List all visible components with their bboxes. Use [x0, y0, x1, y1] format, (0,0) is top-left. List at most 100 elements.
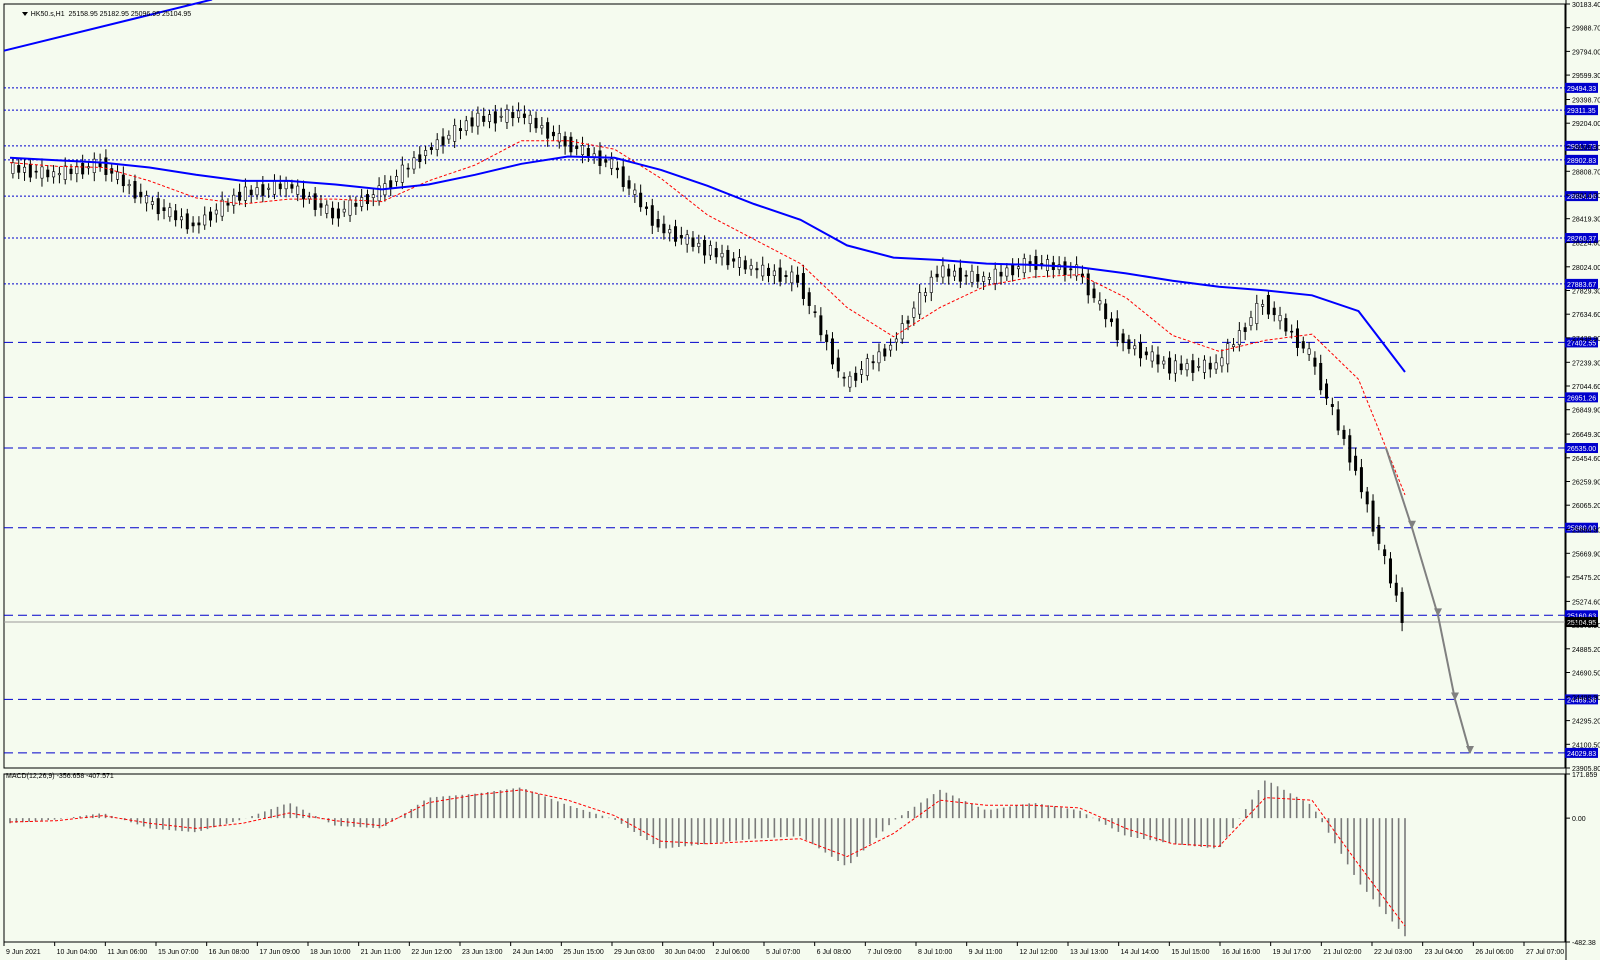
price-tick-label: 24489.90 — [1572, 695, 1600, 702]
candle-body — [1388, 558, 1392, 584]
candle-body — [1075, 264, 1079, 277]
projection-arrow[interactable] — [1454, 699, 1471, 754]
candle-body — [732, 258, 736, 262]
candle-body — [435, 139, 439, 150]
candle-body — [1144, 351, 1148, 356]
candle-body — [278, 183, 282, 190]
price-tick-label: 25274.60 — [1572, 599, 1600, 606]
time-tick-label: 10 Jun 04:00 — [57, 949, 98, 956]
candle-body — [883, 348, 887, 357]
candle-body — [615, 167, 619, 171]
candle-body — [1214, 362, 1218, 370]
price-tick-label: 30183.40 — [1572, 2, 1600, 9]
time-tick-label: 16 Jun 08:00 — [209, 949, 250, 956]
price-tick-label: 27634.60 — [1572, 312, 1600, 319]
time-tick-label: 23 Jul 04:00 — [1425, 949, 1463, 956]
candle-body — [488, 114, 492, 122]
candle-body — [389, 180, 393, 188]
candle-body — [860, 369, 864, 375]
time-tick-label: 12 Jul 12:00 — [1019, 949, 1057, 956]
level-price-tag — [1565, 747, 1598, 758]
candle-body — [325, 204, 329, 214]
candle-body — [290, 184, 294, 189]
candle-body — [28, 163, 32, 178]
candle-body — [982, 276, 986, 282]
time-tick-label: 16 Jul 16:00 — [1222, 949, 1260, 956]
dropdown-icon[interactable] — [21, 12, 28, 17]
candle-body — [156, 198, 160, 215]
candle-body — [63, 165, 67, 180]
candle-body — [865, 358, 869, 376]
candle-body — [586, 148, 590, 158]
candle-body — [714, 248, 718, 258]
candle-body — [1092, 288, 1096, 299]
price-tick-label: 28024.00 — [1572, 265, 1600, 272]
candle-body — [534, 117, 538, 129]
candle-body — [993, 268, 997, 284]
price-tick-label: 26259.90 — [1572, 480, 1600, 487]
candle-body — [889, 344, 893, 351]
candle-body — [1069, 268, 1073, 271]
macd-tick-label: 0.00 — [1572, 816, 1586, 823]
time-tick-label: 8 Jul 10:00 — [918, 949, 952, 956]
candle-body — [226, 202, 230, 206]
price-tick-label: 27829.30 — [1572, 289, 1600, 296]
candle-body — [540, 125, 544, 129]
trend-line[interactable] — [3, 0, 213, 52]
candle-body — [1330, 404, 1334, 407]
candle-body — [720, 252, 724, 258]
candle-body — [1336, 409, 1340, 431]
projection-arrow[interactable] — [1437, 615, 1456, 700]
main-plot-frame — [3, 3, 1566, 769]
candle-body — [796, 274, 800, 283]
time-tick-label: 15 Jun 07:00 — [158, 949, 199, 956]
candle-body — [1156, 354, 1160, 365]
current-price-tag — [1565, 617, 1598, 628]
candle-body — [1383, 549, 1387, 557]
candle-body — [110, 168, 114, 174]
projection-arrow[interactable] — [1385, 447, 1413, 529]
projection-arrow[interactable] — [1411, 527, 1439, 616]
candle-body — [935, 273, 939, 278]
candle-body — [40, 166, 44, 179]
current-price-label: 25104.95 — [1567, 620, 1596, 627]
candle-body — [1139, 342, 1143, 359]
level-price-tag — [1565, 82, 1598, 93]
time-tick-label: 26 Jul 06:00 — [1475, 949, 1513, 956]
candle-body — [336, 208, 340, 219]
candle-body — [854, 372, 858, 381]
candle-body — [1086, 273, 1090, 296]
candle-body — [1400, 591, 1404, 623]
time-tick-label: 19 Jul 17:00 — [1273, 949, 1311, 956]
candle-body — [842, 376, 846, 379]
level-price-label: 25880.00 — [1567, 526, 1596, 533]
candle-body — [1115, 318, 1119, 341]
candle-body — [1016, 266, 1020, 270]
candle-body — [813, 311, 817, 314]
price-tick-label: 24885.20 — [1572, 647, 1600, 654]
candle-body — [57, 173, 61, 176]
price-tick-label: 29599.30 — [1572, 73, 1600, 80]
candle-body — [267, 187, 271, 190]
candle-body — [906, 320, 910, 324]
candle-body — [1197, 366, 1201, 368]
candle-body — [1394, 582, 1398, 596]
price-tick-label: 26849.90 — [1572, 408, 1600, 415]
time-tick-label: 22 Jun 12:00 — [411, 949, 452, 956]
candle-body — [81, 162, 85, 175]
candle-body — [1359, 467, 1363, 493]
candle-body — [179, 216, 183, 221]
time-tick-label: 15 Jul 15:00 — [1171, 949, 1209, 956]
candle-body — [458, 128, 462, 131]
macd-plot-frame — [3, 773, 1566, 943]
candle-body — [1098, 300, 1102, 305]
candle-body — [1063, 261, 1067, 276]
candle-body — [1342, 429, 1346, 439]
candle-body — [749, 265, 753, 270]
level-price-label: 28260.37 — [1567, 236, 1596, 243]
candle-body — [958, 267, 962, 282]
time-tick-label: 24 Jun 14:00 — [513, 949, 554, 956]
candle-body — [1295, 328, 1299, 348]
